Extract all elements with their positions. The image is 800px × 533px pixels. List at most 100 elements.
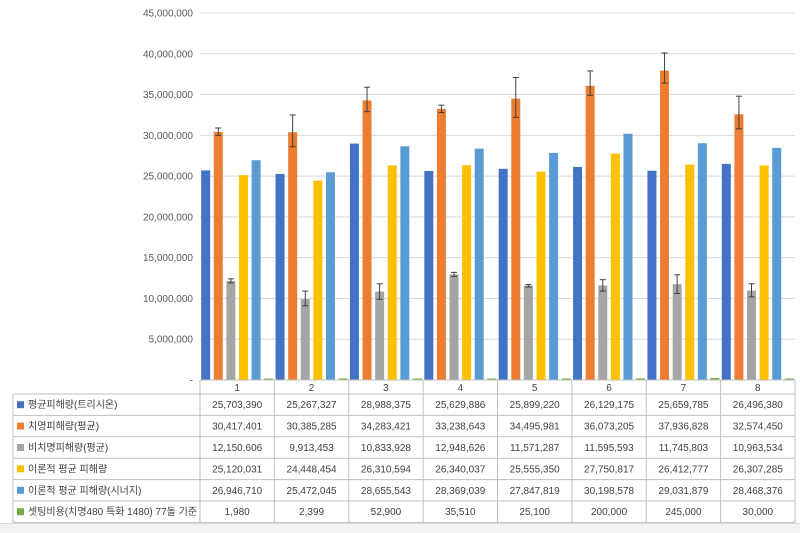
table-cell: 26,412,777	[658, 464, 708, 475]
y-tick-label: 35,000,000	[143, 90, 193, 101]
table-cell: 26,307,285	[733, 464, 783, 475]
bar	[487, 378, 497, 380]
legend-label: 이론적 평균 피해량(시너지)	[28, 484, 141, 497]
bar	[660, 70, 670, 380]
table-cell: 11,595,593	[584, 443, 634, 454]
legend-label: 이론적 평균 피해량	[28, 462, 107, 475]
bar	[325, 172, 335, 380]
bar	[213, 131, 223, 380]
table-cell: 2,399	[299, 507, 324, 518]
table-cell: 25,120,031	[212, 464, 262, 475]
bar	[721, 163, 731, 380]
legend-key	[17, 422, 24, 430]
bar	[436, 108, 446, 380]
x-tick-label: 5	[532, 383, 538, 394]
y-axis-ticks: - 5,000,000 10,000,000 15,000,000 20,000,000…	[143, 9, 193, 387]
table-cell: 26,496,380	[733, 400, 783, 411]
error-bars	[215, 52, 755, 307]
bar	[238, 175, 248, 380]
table-cell: 26,340,037	[435, 464, 485, 475]
legend-label: 셋팅비용(치명480 특화 1480) 77돌 기준	[28, 506, 197, 518]
y-tick-label: 30,000,000	[143, 131, 193, 142]
table-cell: 25,703,390	[212, 400, 262, 411]
table-cell: 30,417,401	[212, 422, 262, 433]
bar	[275, 173, 285, 380]
bar	[561, 378, 571, 380]
table-cell: 9,913,453	[289, 443, 334, 454]
x-tick-label: 4	[458, 383, 464, 394]
bar	[349, 143, 359, 380]
bar	[511, 98, 521, 380]
x-tick-label: 6	[606, 383, 612, 394]
bar	[387, 165, 397, 380]
y-tick-label: 20,000,000	[143, 212, 193, 223]
table-cell: 30,385,285	[287, 422, 337, 433]
y-tick-label: 5,000,000	[149, 335, 194, 346]
x-tick-label: 8	[755, 383, 761, 394]
bar	[636, 378, 646, 380]
table-cell: 25,100	[519, 507, 550, 518]
bar	[573, 166, 583, 380]
legend-key	[17, 401, 24, 409]
bar	[498, 168, 508, 380]
bar	[647, 170, 657, 380]
bar	[710, 378, 720, 380]
bar	[734, 114, 744, 380]
bar	[610, 153, 620, 380]
table-cell: 10,833,928	[361, 443, 411, 454]
bar	[523, 285, 533, 380]
legend-key	[17, 444, 24, 451]
x-tick-label: 7	[681, 383, 687, 394]
table-cell: 36,073,205	[584, 422, 634, 433]
bar	[375, 291, 385, 380]
bar	[201, 170, 211, 380]
y-tick-label: 10,000,000	[143, 294, 193, 305]
y-tick-label: 15,000,000	[143, 253, 193, 264]
bar	[264, 378, 274, 380]
table-cell: 29,031,879	[658, 486, 708, 497]
table-cell: 26,129,175	[584, 400, 634, 411]
table-cell: 30,198,578	[584, 486, 634, 497]
table-cell: 34,283,421	[361, 422, 411, 433]
y-tick-label: 40,000,000	[143, 49, 193, 60]
table-cell: 35,510	[445, 507, 476, 518]
bar	[585, 85, 595, 380]
table-cell: 25,267,327	[287, 400, 337, 411]
table-cell: 52,900	[371, 507, 402, 518]
bar	[772, 147, 782, 380]
bar	[313, 180, 323, 380]
table-cell: 11,745,803	[659, 443, 709, 454]
x-tick-label: 1	[234, 383, 240, 394]
table-cell: 25,899,220	[510, 400, 560, 411]
table-cell: 25,629,886	[435, 400, 485, 411]
bars	[201, 70, 794, 380]
legend-label: 비치명피해량(평균)	[28, 441, 108, 454]
y-tick-label: 45,000,000	[143, 9, 193, 20]
gridlines	[200, 12, 795, 381]
bar	[449, 274, 459, 380]
bar	[474, 148, 484, 380]
bar	[362, 100, 372, 380]
table-cell: 24,448,454	[287, 464, 337, 475]
legend-label: 평균피해량(트리시온)	[28, 398, 117, 411]
bar	[251, 160, 261, 380]
bar	[623, 133, 633, 380]
legend-label: 치명피해량(평균)	[28, 420, 99, 433]
legend-key	[17, 508, 24, 516]
table-cell: 28,369,039	[435, 486, 485, 497]
table-cell: 28,468,376	[733, 486, 783, 497]
bar	[424, 170, 434, 380]
bar	[747, 290, 757, 380]
y-tick-label: 25,000,000	[143, 172, 193, 183]
table-cell: 32,574,450	[733, 422, 783, 433]
x-tick-label: 2	[309, 383, 315, 394]
bar	[759, 165, 769, 380]
bar	[697, 143, 707, 380]
bar	[672, 284, 682, 380]
bar	[784, 378, 794, 380]
y-tick-label: -	[190, 376, 193, 387]
bar	[412, 378, 422, 380]
table-cell: 12,948,626	[435, 443, 485, 454]
legend-key	[17, 465, 24, 473]
